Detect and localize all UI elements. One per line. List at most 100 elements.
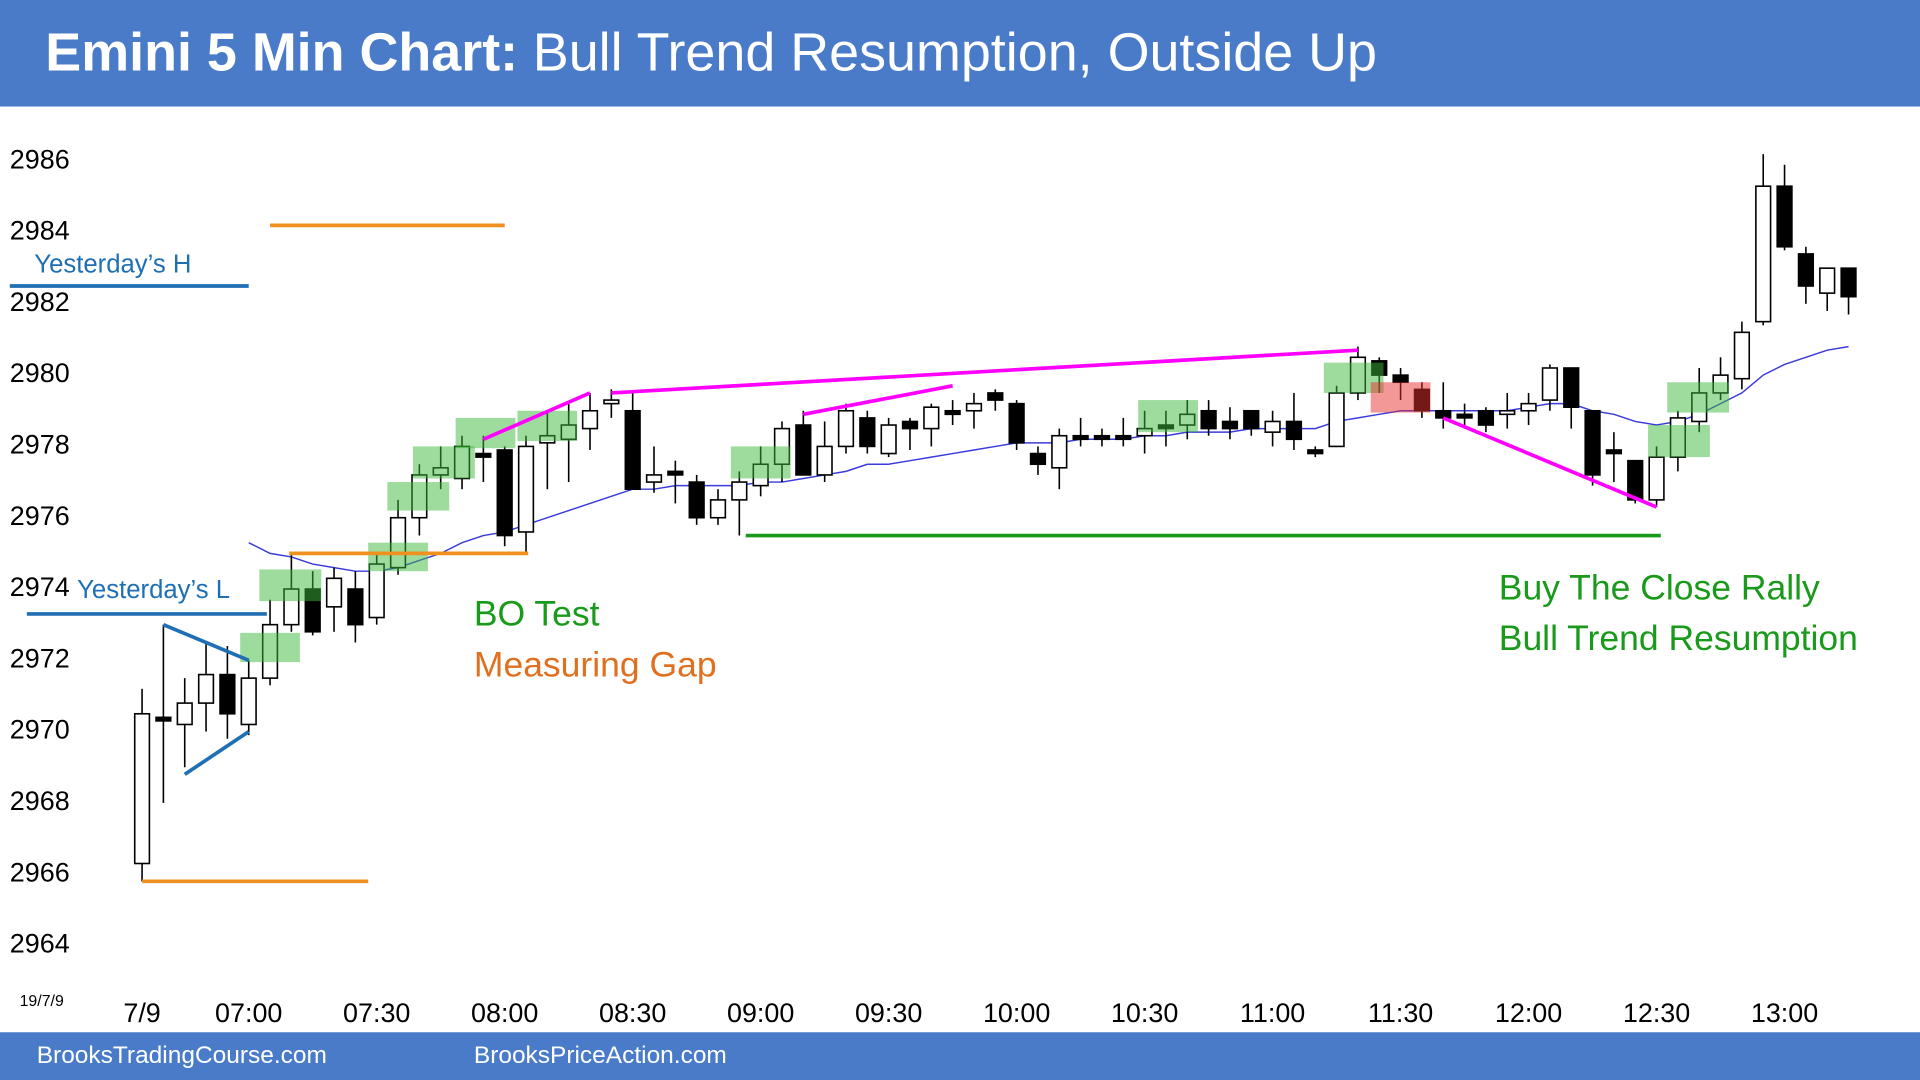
candle-body bbox=[1648, 456, 1665, 501]
x-tick-label: 10:30 bbox=[1111, 998, 1178, 1028]
candle-body bbox=[624, 409, 641, 490]
candle-body bbox=[944, 409, 961, 416]
x-tick-label: 11:30 bbox=[1368, 998, 1433, 1028]
candle-body bbox=[1520, 402, 1537, 412]
highlight-zone bbox=[1648, 425, 1710, 458]
candle-body bbox=[603, 399, 620, 405]
x-tick-label: 13:00 bbox=[1751, 998, 1818, 1028]
candle-body bbox=[688, 481, 705, 519]
y-tick-label: 2986 bbox=[10, 144, 70, 174]
x-tick-label: 12:00 bbox=[1495, 998, 1562, 1028]
x-tick-label: 08:30 bbox=[599, 998, 666, 1028]
annotation-line bbox=[802, 384, 953, 417]
candle-body bbox=[816, 445, 833, 476]
candle-body bbox=[325, 577, 343, 608]
candle-body bbox=[1200, 409, 1217, 430]
candle-body bbox=[1541, 367, 1559, 401]
title-sub: Bull Trend Resumption, Outside Up bbox=[533, 23, 1377, 83]
candle-body bbox=[219, 673, 236, 715]
highlight-zone bbox=[412, 446, 475, 479]
candle-body bbox=[1029, 452, 1047, 466]
candle-body bbox=[1328, 392, 1345, 448]
candle-body bbox=[1264, 420, 1281, 433]
highlight-zone bbox=[387, 482, 450, 511]
candle-body bbox=[837, 409, 855, 448]
x-tick-label: 09:00 bbox=[727, 998, 794, 1028]
candle-body bbox=[1008, 402, 1025, 444]
candle-body bbox=[581, 409, 599, 430]
candle-body bbox=[1456, 413, 1473, 419]
candle-body bbox=[1797, 253, 1815, 287]
annotation-line bbox=[162, 622, 250, 663]
candle-body bbox=[1755, 185, 1772, 323]
y-tick-label: 2968 bbox=[10, 786, 70, 816]
candle-body bbox=[987, 392, 1004, 401]
y-tick-label: 2976 bbox=[10, 501, 70, 531]
highlight-zone bbox=[240, 632, 300, 663]
y-tick-label: 2980 bbox=[10, 358, 70, 388]
candle-body bbox=[496, 449, 513, 537]
highlight-zone bbox=[259, 569, 322, 602]
annotation: Buy The Close Rally bbox=[1499, 568, 1820, 608]
candle-body bbox=[1776, 185, 1793, 248]
candle-body bbox=[197, 673, 215, 704]
candle-body bbox=[901, 420, 919, 430]
candle-body bbox=[368, 563, 385, 619]
y-tick-label: 2970 bbox=[10, 715, 70, 745]
candle-body bbox=[1221, 420, 1239, 430]
candle-body bbox=[1051, 434, 1068, 469]
title-main: Emini 5 Min Chart: bbox=[45, 23, 518, 83]
candle-body bbox=[133, 712, 151, 865]
y-tick-label: 2974 bbox=[10, 572, 70, 602]
candle-body bbox=[795, 424, 812, 476]
x-tick-label: 08:00 bbox=[471, 998, 538, 1028]
candle-body bbox=[965, 402, 983, 412]
annotation-line bbox=[482, 391, 591, 441]
candle-body bbox=[709, 499, 727, 519]
candle-body bbox=[1093, 434, 1111, 441]
candle-body bbox=[1733, 331, 1751, 380]
candle-body bbox=[1499, 409, 1516, 416]
ema-line bbox=[248, 345, 1849, 572]
footer-bar bbox=[0, 1032, 1920, 1080]
highlight-zone bbox=[1370, 382, 1431, 413]
x-tick-label: 07:30 bbox=[343, 998, 410, 1028]
y-tick-label: 2964 bbox=[10, 929, 70, 959]
candle-body bbox=[517, 445, 535, 533]
annotation: Bull Trend Resumption bbox=[1499, 618, 1858, 658]
candle-body bbox=[1285, 420, 1303, 441]
highlight-zone bbox=[368, 542, 428, 572]
x-tick-label: 10:00 bbox=[983, 998, 1050, 1028]
candle-body bbox=[240, 677, 257, 726]
x-tick-label: 07:00 bbox=[215, 998, 282, 1028]
footer-text: BrooksTradingCourse.com bbox=[37, 1042, 327, 1069]
x-tick-label: 12:30 bbox=[1623, 998, 1690, 1028]
date-label: 19/7/9 bbox=[20, 993, 64, 1010]
candle-body bbox=[1243, 409, 1260, 430]
candle-body bbox=[347, 588, 364, 626]
candle-body bbox=[1477, 409, 1495, 426]
candle-body bbox=[1307, 449, 1324, 455]
candle-body bbox=[645, 474, 663, 483]
y-tick-label: 2972 bbox=[10, 643, 70, 673]
annotation: BO Test bbox=[474, 593, 600, 633]
annotation: Measuring Gap bbox=[474, 645, 717, 685]
highlight-zone bbox=[455, 417, 516, 449]
candle-body bbox=[475, 452, 492, 458]
y-tick-label: 2982 bbox=[10, 287, 70, 317]
candle-body bbox=[1563, 367, 1580, 408]
candle-body bbox=[859, 417, 876, 448]
x-tick-label: 09:30 bbox=[855, 998, 922, 1028]
annotation-line bbox=[183, 730, 250, 776]
candle-body bbox=[1072, 434, 1089, 441]
candle-body bbox=[1392, 374, 1409, 384]
footer-text: BrooksPriceAction.com bbox=[474, 1042, 727, 1069]
highlight-zone bbox=[730, 446, 791, 479]
candle-body bbox=[880, 424, 897, 455]
candle-body bbox=[1819, 267, 1836, 294]
y-tick-label: 2978 bbox=[10, 430, 70, 460]
highlight-zone bbox=[517, 410, 578, 442]
annotation-line bbox=[1442, 416, 1658, 509]
